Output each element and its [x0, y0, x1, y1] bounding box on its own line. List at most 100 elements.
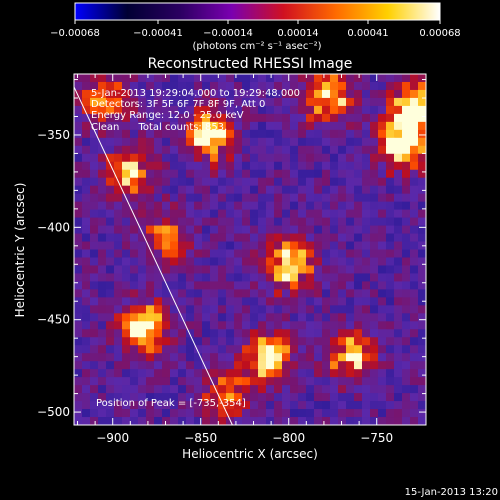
heatmap-cell [218, 337, 227, 346]
heatmap-cell [354, 297, 363, 306]
heatmap-cell [330, 105, 339, 115]
heatmap-cell [266, 177, 275, 187]
heatmap-cell [250, 217, 259, 226]
heatmap-cell [410, 121, 419, 131]
heatmap-cell [370, 329, 379, 338]
heatmap-cell [258, 329, 267, 338]
heatmap-cell [162, 361, 171, 370]
heatmap-cell [210, 97, 219, 107]
heatmap-cell [378, 153, 387, 163]
heatmap-cell [354, 281, 363, 290]
heatmap-cell [210, 401, 219, 410]
heatmap-cell [370, 193, 379, 203]
heatmap-cell [330, 409, 339, 418]
heatmap-cell [114, 281, 123, 290]
heatmap-cell [258, 385, 267, 394]
heatmap-cell [186, 113, 195, 123]
heatmap-cell [402, 289, 411, 298]
heatmap-cell [330, 217, 339, 226]
heatmap-cell [74, 313, 83, 322]
heatmap-cell [298, 233, 307, 242]
heatmap-cell [146, 169, 155, 179]
heatmap-cell [130, 297, 139, 306]
heatmap-cell [90, 321, 99, 330]
heatmap-cell [154, 121, 163, 131]
heatmap-cell [410, 97, 419, 107]
heatmap-cell [202, 281, 211, 290]
heatmap-cell [138, 289, 147, 298]
heatmap-cell [194, 313, 203, 322]
heatmap-cell [258, 177, 267, 187]
heatmap-cell [410, 401, 419, 410]
heatmap-cell [354, 409, 363, 418]
heatmap-cell [266, 417, 275, 425]
heatmap-cell [282, 265, 291, 274]
heatmap-cell [394, 257, 403, 266]
heatmap-cell [322, 121, 331, 131]
heatmap-cell [90, 297, 99, 306]
heatmap-cell [378, 97, 387, 107]
heatmap-cell [386, 273, 395, 282]
heatmap-cell [314, 273, 323, 282]
heatmap-cell [154, 417, 163, 425]
heatmap-cell [234, 321, 243, 330]
heatmap-cell [146, 361, 155, 370]
heatmap-cell [298, 121, 307, 131]
heatmap-cell [146, 257, 155, 266]
heatmap-cell [338, 337, 347, 346]
heatmap-cell [98, 321, 107, 330]
heatmap-cell [210, 74, 219, 83]
heatmap-cell [298, 321, 307, 330]
heatmap-cell [394, 329, 403, 338]
heatmap-cell [154, 113, 163, 123]
heatmap-cell [146, 105, 155, 115]
heatmap-cell [322, 185, 331, 195]
heatmap-cell [386, 74, 395, 83]
heatmap-cell [242, 337, 251, 346]
heatmap-cell [410, 377, 419, 386]
heatmap-cell [290, 233, 299, 242]
heatmap-cell [178, 177, 187, 187]
heatmap-cell [186, 281, 195, 290]
heatmap-cell [162, 161, 171, 171]
heatmap-cell [410, 417, 419, 425]
heatmap-cell [114, 217, 123, 226]
heatmap-cell [418, 161, 426, 171]
heatmap-cell [138, 337, 147, 346]
heatmap-cell [98, 329, 107, 338]
heatmap-cell [138, 105, 147, 115]
heatmap-cell [282, 297, 291, 306]
heatmap-cell [282, 337, 291, 346]
heatmap-cell [130, 289, 139, 298]
heatmap-cell [162, 313, 171, 322]
heatmap-cell [74, 74, 83, 83]
heatmap-cell [378, 177, 387, 187]
heatmap-cell [258, 113, 267, 123]
heatmap-cell [170, 241, 179, 250]
heatmap-cell [170, 337, 179, 346]
heatmap-cell [106, 169, 115, 179]
heatmap-cell [314, 369, 323, 378]
heatmap-cell [346, 361, 355, 370]
heatmap-cell [146, 225, 155, 234]
heatmap-cell [74, 121, 83, 131]
heatmap-cell [266, 74, 275, 83]
heatmap-cell [362, 217, 371, 226]
heatmap-cell [274, 281, 283, 290]
heatmap-cell [346, 345, 355, 354]
heatmap-cell [234, 393, 243, 402]
heatmap-cell [98, 225, 107, 234]
heatmap-cell [90, 137, 99, 147]
heatmap-cell [242, 177, 251, 187]
heatmap-cell [306, 401, 315, 410]
heatmap-cell [362, 337, 371, 346]
heatmap-cell [74, 177, 83, 187]
heatmap-cell [314, 89, 323, 99]
heatmap-cell [402, 369, 411, 378]
heatmap-cell [114, 97, 123, 107]
heatmap-cell [218, 113, 227, 123]
heatmap-cell [266, 305, 275, 314]
heatmap-cell [162, 121, 171, 131]
heatmap-cell [402, 361, 411, 370]
heatmap-cell [226, 233, 235, 242]
